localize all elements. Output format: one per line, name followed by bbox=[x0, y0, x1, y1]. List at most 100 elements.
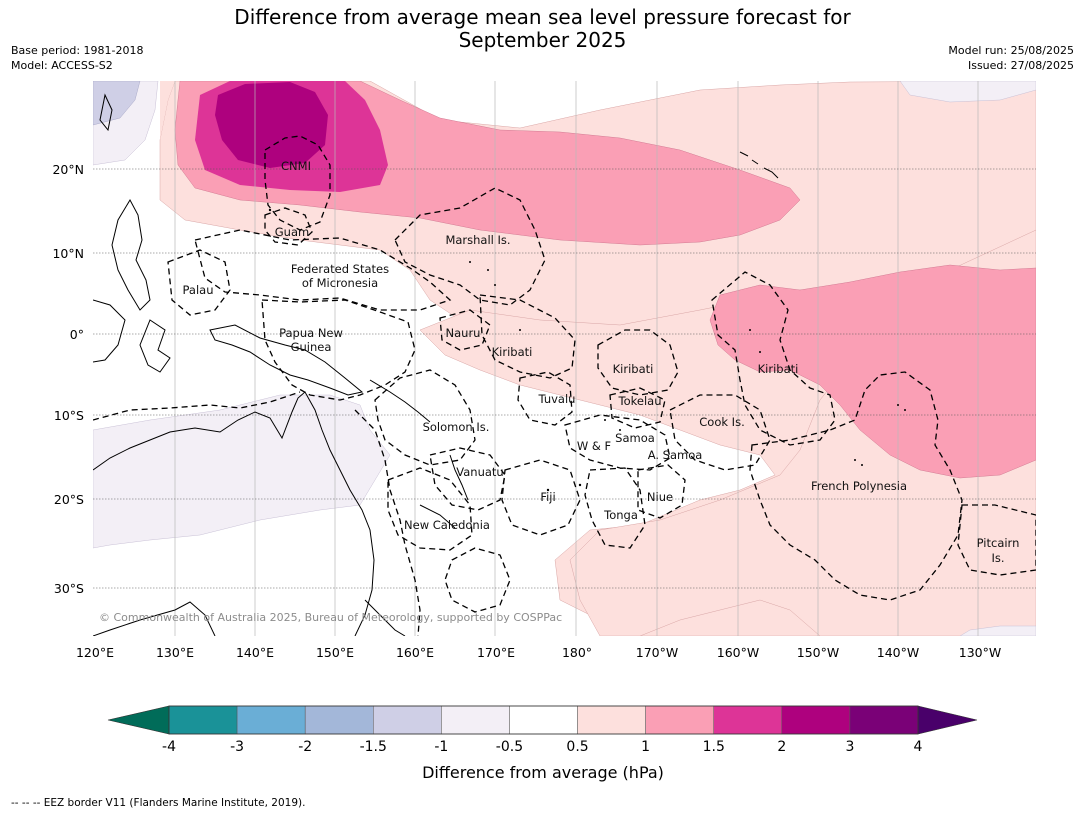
eez-nauru bbox=[439, 309, 491, 351]
taiwan-coast bbox=[99, 93, 113, 132]
anomaly-2-3-north bbox=[215, 82, 328, 168]
label-pitcairn-line2: Is. bbox=[991, 551, 1004, 565]
colorbar-tick-label: -1 bbox=[434, 739, 448, 755]
x-axis-labels: 120°E 130°E 140°E 150°E 160°E 170°E 180°… bbox=[76, 645, 1001, 660]
eez-vanuatu bbox=[429, 447, 506, 511]
label-guam: Guam bbox=[275, 225, 309, 239]
colorbar-bin bbox=[645, 705, 714, 735]
x-tick-label: 170°W bbox=[636, 645, 678, 660]
colorbar-tick-label: -3 bbox=[230, 739, 244, 755]
label-american-samoa: A. Samoa bbox=[648, 448, 703, 462]
label-vanuatu: Vanuatu bbox=[456, 465, 503, 479]
eez-niue bbox=[637, 464, 686, 519]
colorbar-bin bbox=[849, 705, 919, 735]
x-tick-label: 170°E bbox=[477, 645, 515, 660]
colorbar-title: Difference from average (hPa) bbox=[422, 763, 664, 782]
label-wallis-futuna: W & F bbox=[577, 439, 611, 453]
new-caledonia bbox=[419, 504, 456, 529]
label-samoa: Samoa bbox=[615, 431, 655, 445]
anomaly-1-1.5-east bbox=[709, 264, 1036, 479]
colorbar-bin bbox=[373, 705, 442, 735]
x-tick-label: 120°E bbox=[76, 645, 114, 660]
colorbar-bin bbox=[168, 705, 238, 735]
colorbar-tick-label: 4 bbox=[914, 739, 923, 755]
title-line-1: Difference from average mean sea level p… bbox=[234, 5, 851, 29]
eez-tuvalu bbox=[517, 371, 573, 426]
solomon-islands bbox=[369, 379, 431, 423]
eez-australia-east bbox=[93, 391, 421, 636]
anomaly-neg-0.5-northeast bbox=[899, 81, 1036, 103]
colorbar-bin bbox=[781, 705, 851, 735]
eez-borders bbox=[93, 135, 1036, 636]
colorbar-tick-label: 2 bbox=[777, 739, 786, 755]
eez-cnmi bbox=[264, 135, 331, 231]
eez-footnote: -- -- -- EEZ border V11 (Flanders Marine… bbox=[11, 797, 306, 809]
x-tick-label: 140°E bbox=[236, 645, 274, 660]
colorbar-tick-label: 1 bbox=[641, 739, 650, 755]
eez-fiji bbox=[501, 459, 581, 536]
anomaly-neg-1-northwest bbox=[93, 81, 141, 126]
vanuatu-islands bbox=[449, 454, 469, 501]
hawaii-islands bbox=[739, 151, 779, 179]
eez-kiribati-central bbox=[597, 329, 679, 396]
colorbar-tick-label: -1.5 bbox=[360, 739, 387, 755]
colorbar-bin bbox=[713, 705, 783, 735]
copyright-notice: © Commonwealth of Australia 2025, Bureau… bbox=[99, 611, 562, 624]
eez-wallis-samoa bbox=[564, 414, 671, 471]
colorbar-tick-label: -2 bbox=[298, 739, 312, 755]
island-dots bbox=[268, 208, 906, 492]
y-tick-label: 30°S bbox=[54, 581, 84, 596]
map-area: CNMI Guam Marshall Is. Federated States … bbox=[93, 81, 1036, 636]
anomaly-neg-0.5-southeast bbox=[959, 625, 1036, 636]
issued-date: Issued: 27/08/2025 bbox=[967, 59, 1074, 72]
metadata-right: Model run: 25/08/2025 Issued: 27/08/2025 bbox=[948, 43, 1074, 73]
label-niue: Niue bbox=[647, 490, 673, 504]
eez-norfolk bbox=[444, 547, 511, 613]
colorbar-under-arrow bbox=[107, 705, 170, 735]
label-cook-islands: Cook Is. bbox=[699, 415, 744, 429]
x-tick-label: 150°E bbox=[316, 645, 354, 660]
label-cnmi: CNMI bbox=[281, 159, 311, 173]
colorbar-bin bbox=[577, 705, 646, 735]
model-run: Model run: 25/08/2025 bbox=[948, 44, 1074, 57]
chart-title: Difference from average mean sea level p… bbox=[0, 6, 1085, 52]
colorbar-tick-label: -4 bbox=[162, 739, 176, 755]
australia-coast bbox=[93, 391, 375, 636]
title-line-2: September 2025 bbox=[458, 28, 627, 52]
eez-kiribati-east bbox=[711, 271, 836, 446]
borneo-sulawesi-coast bbox=[93, 299, 171, 373]
anomaly-0.5-1-nw bbox=[160, 81, 175, 140]
label-kiribati-central: Kiribati bbox=[613, 362, 654, 376]
x-tick-label: 130°W bbox=[959, 645, 1001, 660]
label-solomon-islands: Solomon Is. bbox=[423, 420, 490, 434]
eez-fsm bbox=[194, 229, 452, 311]
coastlines bbox=[93, 93, 779, 636]
label-kiribati-east: Kiribati bbox=[758, 362, 799, 376]
y-axis-labels: 20°N 10°N 0° 10°S 20°S 30°S bbox=[52, 162, 84, 596]
colorbar-bin bbox=[509, 705, 578, 735]
y-tick-label: 10°S bbox=[54, 408, 84, 423]
label-new-caledonia: New Caledonia bbox=[404, 518, 490, 532]
colorbar-tick-label: 0.5 bbox=[566, 739, 588, 755]
label-fsm-line1: Federated States bbox=[291, 262, 389, 276]
eez-solomon bbox=[374, 369, 476, 466]
label-tokelau: Tokelau bbox=[618, 394, 662, 408]
y-tick-label: 0° bbox=[70, 327, 84, 342]
eez-kiribati-west bbox=[479, 294, 576, 379]
colorbar-tick-label: 3 bbox=[845, 739, 854, 755]
metadata-left: Base period: 1981-2018 Model: ACCESS-S2 bbox=[11, 43, 143, 73]
y-tick-label: 10°N bbox=[52, 246, 84, 261]
label-palau: Palau bbox=[183, 283, 214, 297]
label-tonga: Tonga bbox=[603, 508, 638, 522]
x-tick-label: 130°E bbox=[156, 645, 194, 660]
colorbar-frame bbox=[168, 705, 919, 735]
eez-tokelau bbox=[609, 387, 666, 429]
label-french-polynesia: French Polynesia bbox=[811, 479, 907, 493]
x-tick-label: 150°W bbox=[797, 645, 839, 660]
label-png-line2: Guinea bbox=[291, 340, 332, 354]
colorbar-tick-label: 1.5 bbox=[703, 739, 725, 755]
colorbar: -4 -3 -2 -1.5 -1 -0.5 0.5 1 1.5 2 3 4 Difference fr… bbox=[107, 705, 978, 782]
eez-french-polynesia bbox=[749, 371, 963, 601]
label-pitcairn-line1: Pitcairn bbox=[977, 536, 1020, 550]
label-fsm-line2: of Micronesia bbox=[302, 276, 378, 290]
